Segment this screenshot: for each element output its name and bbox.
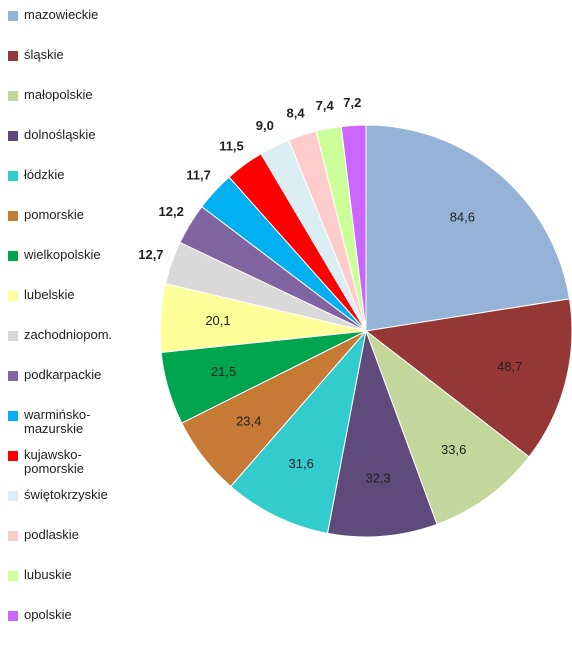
- legend-item: śląskie: [8, 48, 128, 88]
- pie-slice: [364, 298, 572, 458]
- pie-slice: [230, 329, 367, 534]
- legend-label: pomorskie: [24, 207, 84, 222]
- pie-slice: [365, 124, 571, 332]
- legend-item: pomorskie: [8, 208, 128, 248]
- legend-label: dolnośląskie: [24, 127, 96, 142]
- pie-slice: [364, 329, 530, 526]
- legend-label: śląskie: [24, 47, 64, 62]
- data-label: 32,3: [365, 470, 390, 485]
- legend-label: warmińsko-mazurskie: [24, 407, 91, 436]
- legend-swatch: [8, 411, 18, 421]
- legend-item: świętokrzyskie: [8, 488, 128, 528]
- legend-swatch: [8, 51, 18, 61]
- data-label: 48,7: [497, 359, 522, 374]
- legend-swatch: [8, 331, 18, 341]
- legend-label: lubuskie: [24, 567, 72, 582]
- legend-item: podlaskie: [8, 528, 128, 568]
- legend-label: kujawsko-pomorskie: [24, 447, 84, 476]
- pie-slice: [340, 124, 367, 332]
- legend-label: małopolskie: [24, 87, 93, 102]
- legend-item: warmińsko-mazurskie: [8, 408, 128, 448]
- legend-swatch: [8, 171, 18, 181]
- data-label: 9,0: [256, 118, 274, 133]
- legend-swatch: [8, 131, 18, 141]
- legend-label: wielkopolskie: [24, 247, 101, 262]
- page: {"chart_data":{"type":"pie", "categories…: [8, 7, 572, 622]
- chart: 84,6 48,7 33,6 32,3 31,6 23,4 21,5 20,1 12,7 12,2…: [138, 95, 572, 538]
- legend-label: podlaskie: [24, 527, 79, 542]
- legend-item: kujawsko-pomorskie: [8, 448, 128, 488]
- data-label: 21,5: [211, 364, 236, 379]
- data-label: 8,4: [286, 106, 305, 121]
- legend-swatch: [8, 291, 18, 301]
- legend-item: małopolskie: [8, 88, 128, 128]
- legend-item: dolnośląskie: [8, 128, 128, 168]
- legend-item: zachodniopom.: [8, 328, 128, 368]
- legend-label: świętokrzyskie: [24, 487, 108, 502]
- legend-swatch: [8, 571, 18, 581]
- legend-label: podkarpackie: [24, 367, 102, 382]
- legend-swatch: [8, 491, 18, 501]
- data-label: 20,1: [205, 313, 230, 328]
- legend-item: lubelskie: [8, 288, 128, 328]
- legend-swatch: [8, 251, 18, 261]
- legend-item: opolskie: [8, 608, 128, 648]
- data-label: 7,2: [343, 95, 361, 110]
- data-label: 84,6: [450, 210, 475, 225]
- legend-item: wielkopolskie: [8, 248, 128, 288]
- legend-swatch: [8, 451, 18, 461]
- legend-label: zachodniopom.: [24, 327, 113, 342]
- legend-item: mazowieckie: [8, 8, 128, 48]
- data-label: 23,4: [236, 413, 261, 428]
- legend-label: lubelskie: [24, 287, 75, 302]
- legend-swatch: [8, 371, 18, 381]
- data-label: 31,6: [289, 456, 314, 471]
- legend: mazowieckie śląskie małopolskie dolnośląski…: [8, 8, 128, 648]
- legend-swatch: [8, 11, 18, 21]
- data-label: 12,7: [138, 247, 163, 262]
- data-label: 33,6: [441, 442, 466, 457]
- legend-swatch: [8, 531, 18, 541]
- data-label: 11,5: [219, 138, 244, 153]
- data-label: 11,7: [186, 168, 211, 183]
- legend-label: łódzkie: [24, 167, 65, 182]
- legend-swatch: [8, 91, 18, 101]
- pie-slice: [326, 329, 438, 538]
- legend-swatch: [8, 611, 18, 621]
- legend-item: łódzkie: [8, 168, 128, 208]
- legend-item: lubuskie: [8, 568, 128, 608]
- data-label: 12,2: [159, 204, 184, 219]
- legend-label: opolskie: [24, 607, 72, 622]
- legend-item: podkarpackie: [8, 368, 128, 408]
- data-label: 7,4: [316, 98, 335, 113]
- legend-label: mazowieckie: [24, 7, 99, 22]
- legend-swatch: [8, 211, 18, 221]
